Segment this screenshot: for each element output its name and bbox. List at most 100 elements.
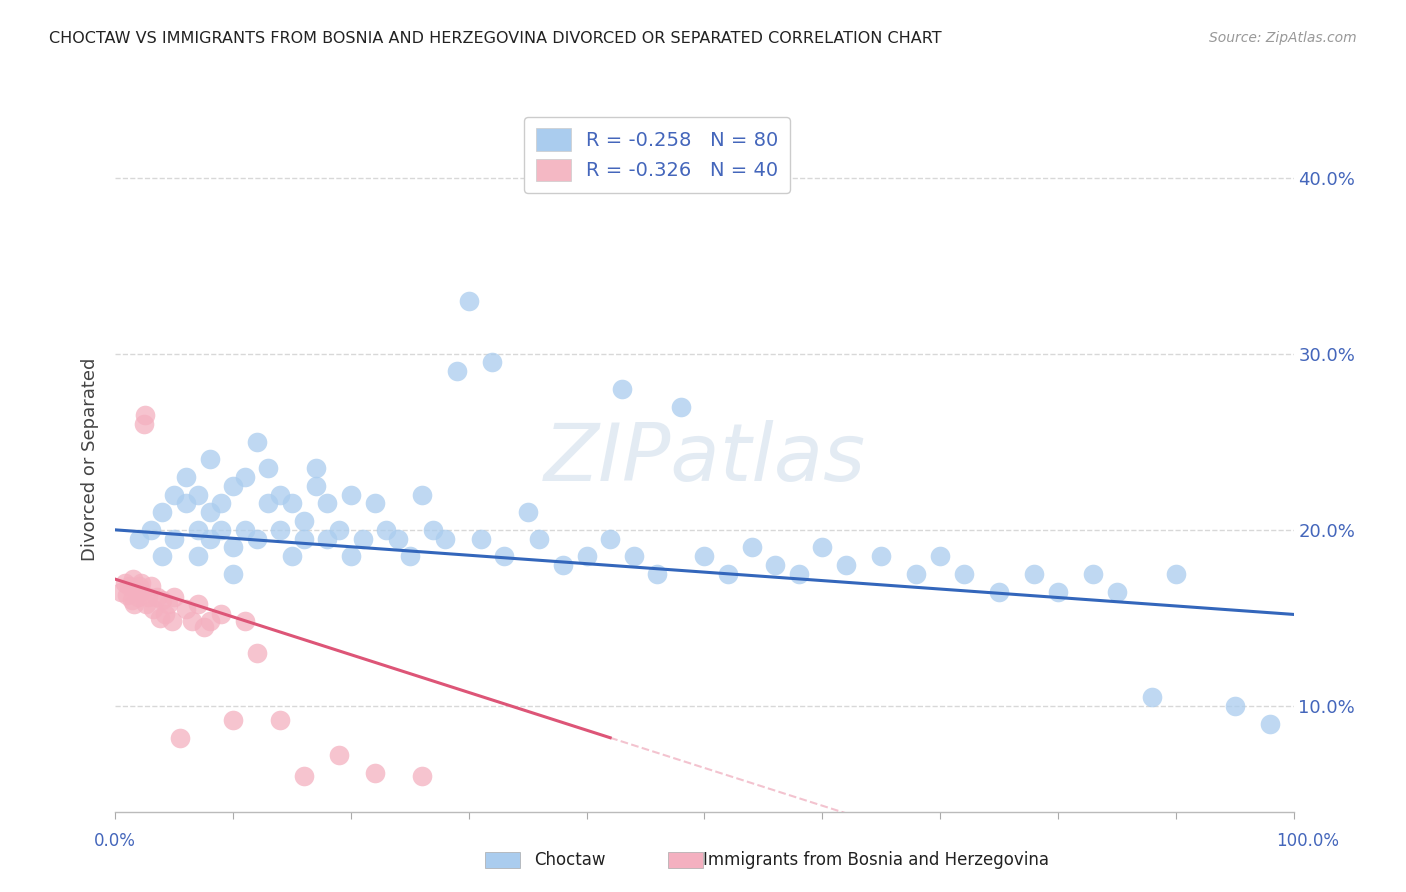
Point [575, 549, 598, 564]
Point [870, 549, 893, 564]
Point [122, 597, 145, 611]
Point [122, 572, 145, 586]
Point [149, 611, 172, 625]
Point [340, 549, 363, 564]
Point [399, 549, 422, 564]
Point [352, 532, 374, 546]
Point [717, 566, 740, 581]
Point [125, 584, 148, 599]
Point [340, 487, 363, 501]
Point [599, 532, 621, 546]
Point [152, 505, 174, 519]
Point [645, 566, 668, 581]
Text: Choctaw: Choctaw [534, 851, 606, 869]
Point [187, 523, 209, 537]
Point [610, 382, 633, 396]
Point [127, 590, 149, 604]
Point [292, 769, 315, 784]
Point [152, 549, 174, 564]
Point [187, 549, 209, 564]
Point [129, 584, 152, 599]
Point [145, 590, 167, 604]
Point [929, 549, 952, 564]
Point [222, 713, 245, 727]
Point [222, 541, 245, 555]
Point [198, 615, 221, 629]
Point [787, 566, 810, 581]
Point [434, 532, 457, 546]
Point [163, 590, 186, 604]
Point [139, 523, 162, 537]
Point [281, 549, 304, 564]
Point [693, 549, 716, 564]
Point [139, 579, 162, 593]
Point [316, 496, 339, 510]
Point [1083, 566, 1105, 581]
Point [905, 566, 928, 581]
Point [198, 532, 221, 546]
Point [470, 532, 492, 546]
Point [1024, 566, 1046, 581]
Point [669, 400, 692, 414]
Point [163, 487, 186, 501]
Point [835, 558, 858, 573]
Point [269, 713, 291, 727]
Point [328, 748, 350, 763]
Point [363, 496, 385, 510]
Point [198, 505, 221, 519]
Point [193, 620, 215, 634]
Point [1105, 584, 1128, 599]
Point [233, 470, 256, 484]
Point [187, 597, 209, 611]
Point [551, 558, 574, 573]
Point [209, 523, 232, 537]
Point [233, 615, 256, 629]
Point [128, 579, 150, 593]
Point [157, 597, 180, 611]
Point [292, 532, 315, 546]
Point [952, 566, 974, 581]
Point [129, 575, 152, 590]
Text: 100.0%: 100.0% [1277, 832, 1339, 850]
Point [160, 615, 183, 629]
Point [328, 523, 350, 537]
Point [115, 588, 138, 602]
Point [163, 532, 186, 546]
Point [281, 496, 304, 510]
Point [128, 532, 150, 546]
Point [132, 417, 155, 431]
Point [1223, 699, 1246, 714]
Point [152, 593, 174, 607]
Point [269, 523, 291, 537]
Point [118, 579, 141, 593]
Point [811, 541, 834, 555]
Point [142, 602, 165, 616]
Point [269, 487, 291, 501]
Text: ZIPatlas: ZIPatlas [543, 420, 866, 499]
Point [246, 532, 269, 546]
Point [174, 496, 197, 510]
Point [257, 461, 280, 475]
Point [292, 514, 315, 528]
Point [1258, 716, 1281, 731]
Point [110, 584, 132, 599]
Point [114, 575, 136, 590]
Point [387, 532, 409, 546]
Point [222, 479, 245, 493]
Point [446, 364, 468, 378]
Point [316, 532, 339, 546]
Point [135, 597, 157, 611]
Text: 0.0%: 0.0% [94, 832, 136, 850]
Point [222, 566, 245, 581]
Point [257, 496, 280, 510]
Point [741, 541, 763, 555]
Point [304, 479, 326, 493]
Point [187, 487, 209, 501]
Point [1046, 584, 1069, 599]
Point [304, 461, 326, 475]
Point [516, 505, 538, 519]
Y-axis label: Divorced or Separated: Divorced or Separated [82, 358, 100, 561]
Point [1140, 690, 1163, 705]
Point [233, 523, 256, 537]
Point [481, 355, 503, 369]
